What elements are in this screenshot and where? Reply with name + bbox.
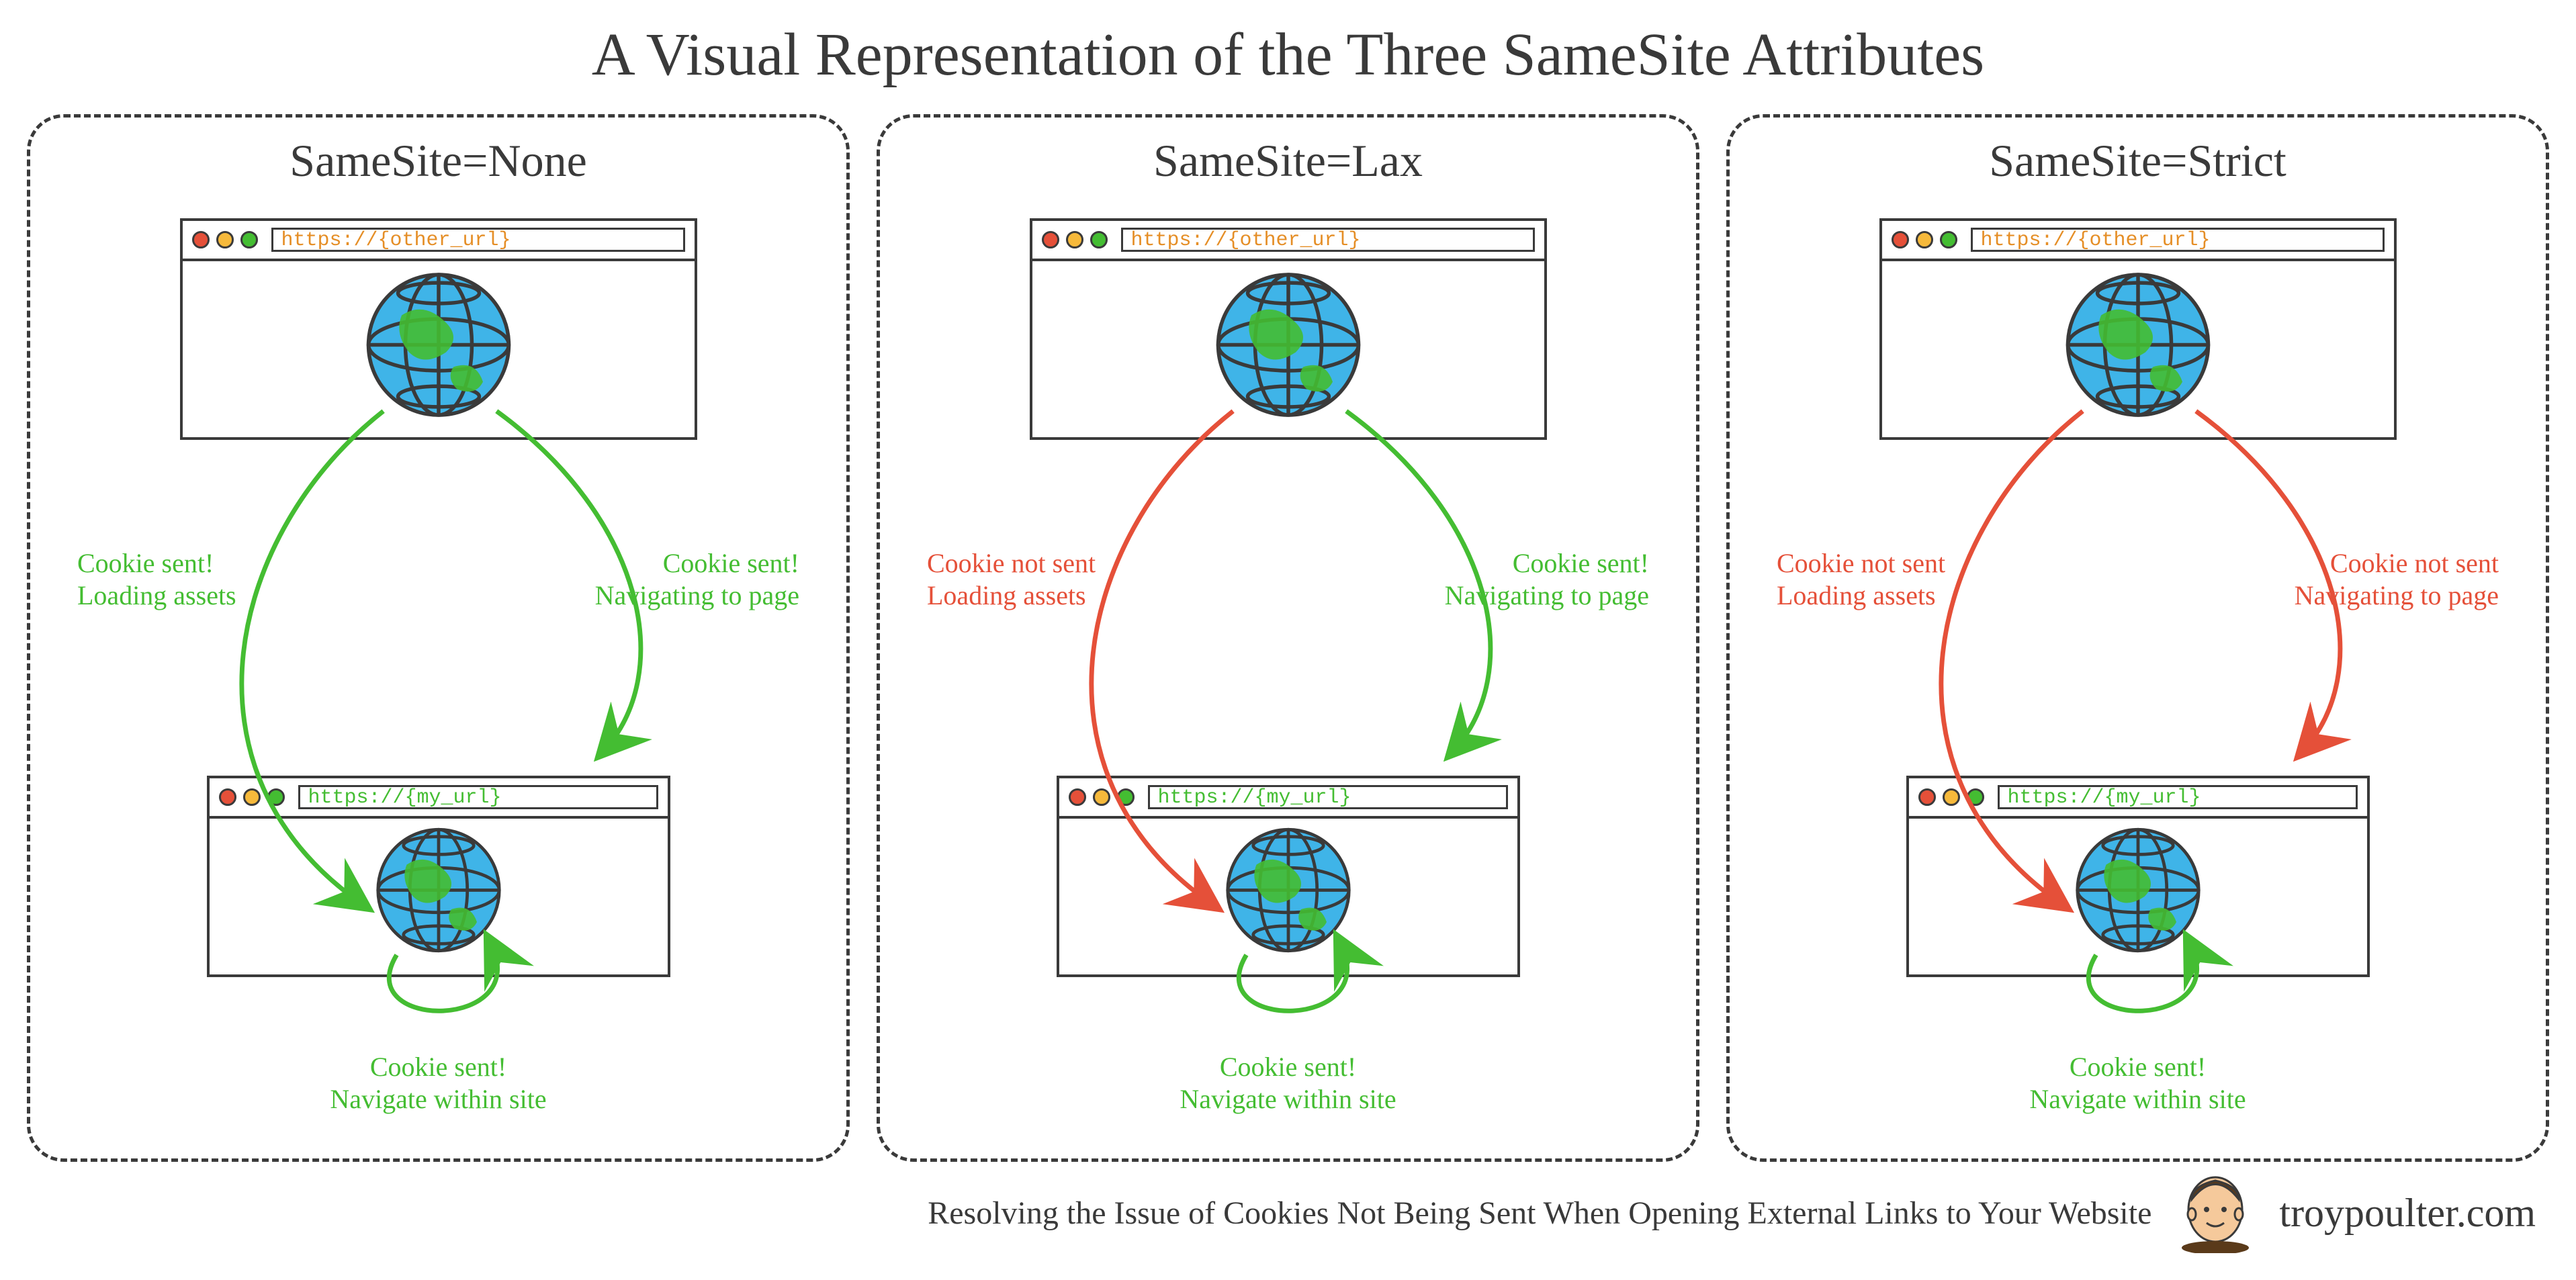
minimize-icon (1943, 788, 1960, 806)
close-icon (1892, 231, 1909, 248)
minimize-icon (1916, 231, 1933, 248)
page-title: A Visual Representation of the Three Sam… (0, 20, 2576, 89)
avatar-icon (2178, 1173, 2252, 1253)
browser-titlebar: https://{my_url} (1059, 778, 1517, 819)
url-bar: https://{my_url} (298, 785, 658, 809)
url-bar: https://{my_url} (1998, 785, 2358, 809)
globe-icon (365, 271, 513, 422)
close-icon (1918, 788, 1936, 806)
footer-tagline: Resolving the Issue of Cookies Not Being… (928, 1195, 2151, 1232)
label-right: Cookie sent!Navigating to page (1445, 547, 1649, 612)
browser-titlebar: https://{other_url} (1882, 221, 2394, 261)
panel-title: SameSite=Strict (1730, 134, 2546, 187)
browser-window-mine: https://{my_url} (1057, 776, 1520, 977)
label-left: Cookie not sentLoading assets (927, 547, 1096, 612)
panel-title: SameSite=Lax (880, 134, 1696, 187)
maximize-icon (240, 231, 258, 248)
url-bar: https://{other_url} (1121, 228, 1535, 252)
maximize-icon (267, 788, 285, 806)
label-right: Cookie not sentNavigating to page (2295, 547, 2499, 612)
url-bar: https://{other_url} (271, 228, 685, 252)
browser-titlebar: https://{other_url} (1032, 221, 1544, 261)
minimize-icon (1066, 231, 1083, 248)
browser-window-other: https://{other_url} (1030, 218, 1547, 440)
minimize-icon (216, 231, 234, 248)
footer-site: troypoulter.com (2279, 1190, 2536, 1236)
globe-icon (1214, 271, 1362, 422)
browser-titlebar: https://{my_url} (1909, 778, 2367, 819)
panel-lax: SameSite=Lax https://{other_url} https:/… (877, 114, 1699, 1162)
globe-icon (1225, 827, 1352, 958)
panels-row: SameSite=None https://{other_url} https:… (27, 114, 2549, 1162)
label-left: Cookie sent!Loading assets (77, 547, 236, 612)
browser-window-mine: https://{my_url} (207, 776, 670, 977)
browser-window-other: https://{other_url} (1879, 218, 2397, 440)
label-bottom: Cookie sent!Navigate within site (30, 1051, 846, 1115)
browser-titlebar: https://{my_url} (210, 778, 668, 819)
label-bottom: Cookie sent!Navigate within site (1730, 1051, 2546, 1115)
label-right: Cookie sent!Navigating to page (595, 547, 799, 612)
panel-strict: SameSite=Strict https://{other_url} http… (1726, 114, 2549, 1162)
maximize-icon (1090, 231, 1108, 248)
minimize-icon (243, 788, 261, 806)
globe-icon (2074, 827, 2202, 958)
panel-title: SameSite=None (30, 134, 846, 187)
globe-icon (2064, 271, 2212, 422)
close-icon (192, 231, 210, 248)
close-icon (1069, 788, 1086, 806)
maximize-icon (1940, 231, 1957, 248)
maximize-icon (1117, 788, 1135, 806)
panel-none: SameSite=None https://{other_url} https:… (27, 114, 850, 1162)
maximize-icon (1967, 788, 1984, 806)
browser-window-mine: https://{my_url} (1906, 776, 2370, 977)
close-icon (1042, 231, 1059, 248)
minimize-icon (1093, 788, 1110, 806)
close-icon (219, 788, 236, 806)
globe-icon (375, 827, 502, 958)
browser-titlebar: https://{other_url} (183, 221, 695, 261)
url-bar: https://{other_url} (1971, 228, 2385, 252)
url-bar: https://{my_url} (1148, 785, 1508, 809)
browser-window-other: https://{other_url} (180, 218, 697, 440)
label-left: Cookie not sentLoading assets (1777, 547, 1945, 612)
footer: Resolving the Issue of Cookies Not Being… (928, 1173, 2536, 1253)
label-bottom: Cookie sent!Navigate within site (880, 1051, 1696, 1115)
